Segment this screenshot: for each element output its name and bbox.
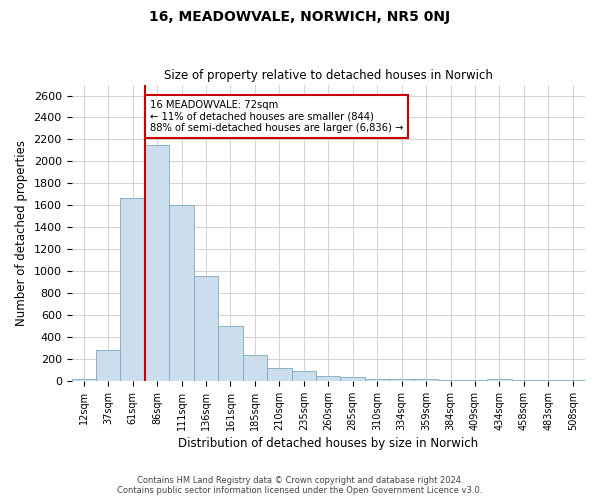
Text: 16, MEADOWVALE, NORWICH, NR5 0NJ: 16, MEADOWVALE, NORWICH, NR5 0NJ [149,10,451,24]
Bar [194,276,218,381]
Bar [438,380,463,381]
Bar [487,380,512,381]
Bar [169,206,194,381]
Bar [340,377,365,381]
Text: Contains HM Land Registry data © Crown copyright and database right 2024.
Contai: Contains HM Land Registry data © Crown c… [118,476,482,495]
Bar [292,371,316,381]
Bar [316,376,340,381]
Bar [242,354,267,381]
Text: 16 MEADOWVALE: 72sqm
← 11% of detached houses are smaller (844)
88% of semi-deta: 16 MEADOWVALE: 72sqm ← 11% of detached h… [150,100,403,133]
Bar [96,350,121,381]
Bar [365,379,389,381]
Bar [512,380,536,381]
Bar [389,379,414,381]
Bar [463,380,487,381]
Bar [121,198,145,381]
X-axis label: Distribution of detached houses by size in Norwich: Distribution of detached houses by size … [178,437,478,450]
Bar [267,368,292,381]
Bar [414,380,438,381]
Bar [218,326,242,381]
Bar [560,380,585,381]
Y-axis label: Number of detached properties: Number of detached properties [15,140,28,326]
Title: Size of property relative to detached houses in Norwich: Size of property relative to detached ho… [164,69,493,82]
Bar [145,145,169,381]
Bar [71,379,96,381]
Bar [536,380,560,381]
